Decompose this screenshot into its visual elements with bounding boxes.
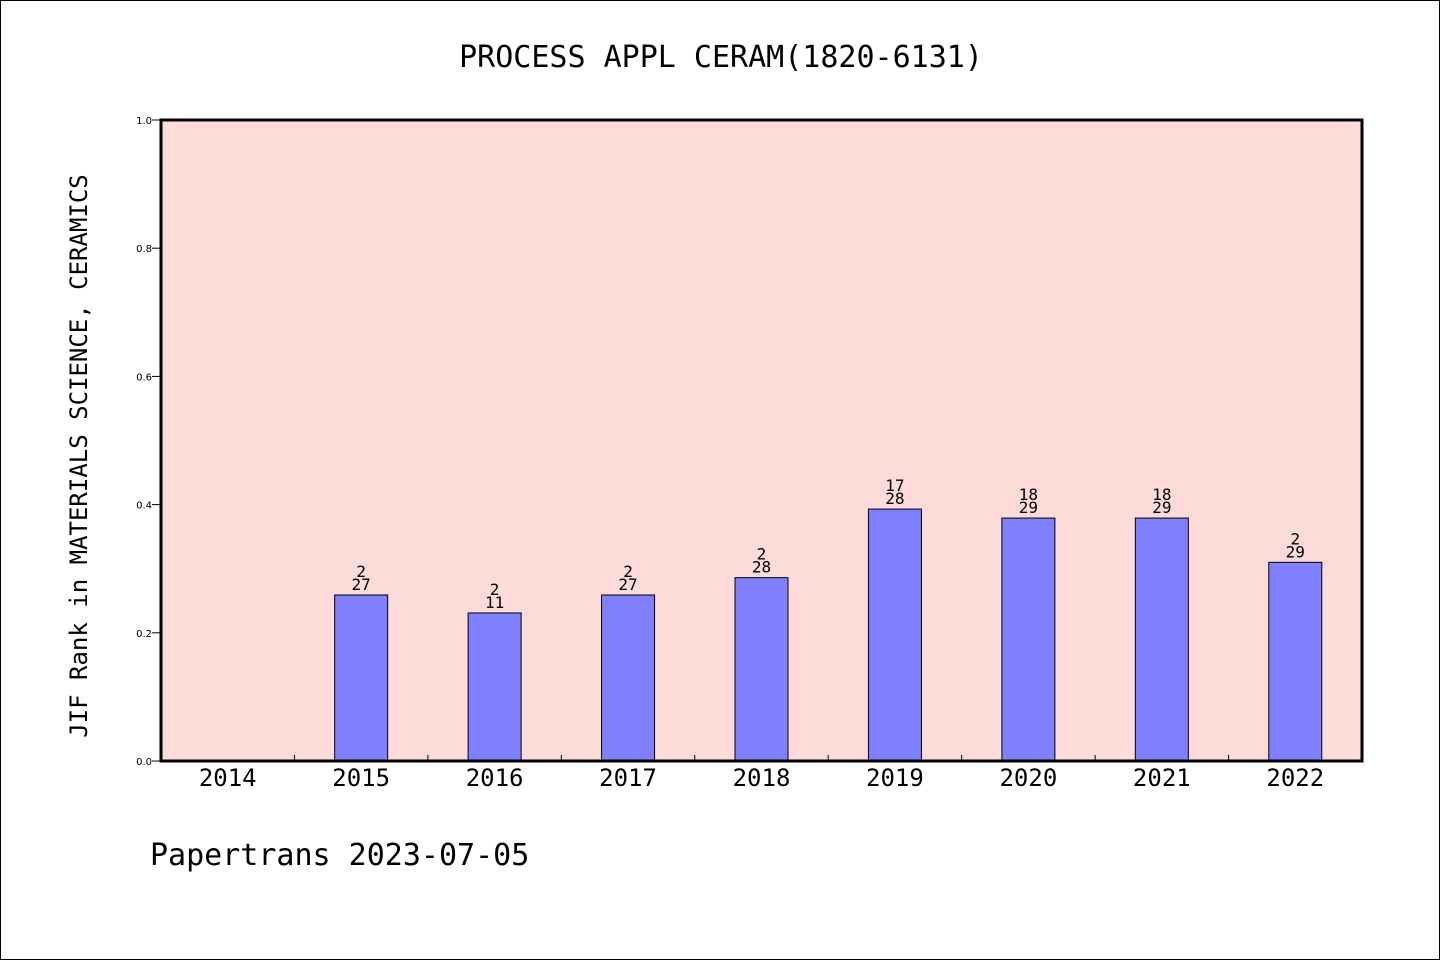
- y-tick-label: 0.4: [136, 501, 152, 512]
- bar-rank-label: 17: [885, 476, 904, 495]
- x-tick-label: 2015: [332, 764, 390, 792]
- bar-rank-label: 2: [757, 545, 767, 564]
- bar-rank-label: 2: [623, 562, 633, 581]
- bar-2017: [601, 594, 656, 762]
- x-tick-label: 2014: [199, 764, 257, 792]
- bar-2020: [1001, 517, 1056, 762]
- bar-rank-label: 2: [356, 562, 366, 581]
- y-tick-label: 0.2: [136, 629, 152, 640]
- bar-rank-label: 2: [490, 580, 500, 599]
- bar-2022: [1268, 561, 1323, 762]
- bar-2018: [734, 577, 789, 762]
- y-tick-label: 0.8: [136, 244, 152, 255]
- bar-total-label: 29: [1019, 498, 1038, 517]
- x-axis: 2014 2015 2016 2017 2018 2019 2020 2021 2022: [199, 755, 1324, 792]
- bar-total-label: 27: [618, 575, 637, 594]
- bar-rank-label: 18: [1152, 485, 1171, 504]
- x-tick-label: 2016: [466, 764, 524, 792]
- x-tick-label: 2022: [1266, 764, 1324, 792]
- footer-text: Papertrans 2023-07-05: [150, 838, 529, 873]
- x-tick-label: 2018: [733, 764, 791, 792]
- bar-2021: [1134, 517, 1189, 762]
- y-tick-label: 1.0: [136, 116, 152, 127]
- bar-total-label: 11: [485, 593, 504, 612]
- x-tick-label: 2017: [599, 764, 657, 792]
- y-axis: 0.0 0.2 0.4 0.6 0.8 1.0: [136, 116, 161, 768]
- bar-total-label: 28: [885, 489, 904, 508]
- bar-total-label: 27: [352, 575, 371, 594]
- chart-title: PROCESS APPL CERAM(1820-6131): [459, 40, 983, 75]
- bar-total-label: 28: [752, 558, 771, 577]
- bar-2019: [867, 508, 922, 762]
- x-tick-label: 2020: [999, 764, 1057, 792]
- bar-2015: [334, 594, 389, 762]
- bar-total-label: 29: [1286, 542, 1305, 561]
- y-axis-label: JIF Rank in MATERIALS SCIENCE, CERAMICS: [65, 174, 93, 738]
- bar-series: [334, 508, 1323, 762]
- bar-total-label: 29: [1152, 498, 1171, 517]
- bar-rank-label: 2: [1290, 529, 1300, 548]
- plot-border: [159, 118, 1364, 763]
- bar-2016: [467, 612, 522, 762]
- y-tick-label: 0.6: [136, 372, 152, 383]
- y-tick-label: 0.0: [136, 757, 152, 768]
- x-tick-label: 2021: [1133, 764, 1191, 792]
- bar-rank-label: 18: [1019, 485, 1038, 504]
- x-tick-label: 2019: [866, 764, 924, 792]
